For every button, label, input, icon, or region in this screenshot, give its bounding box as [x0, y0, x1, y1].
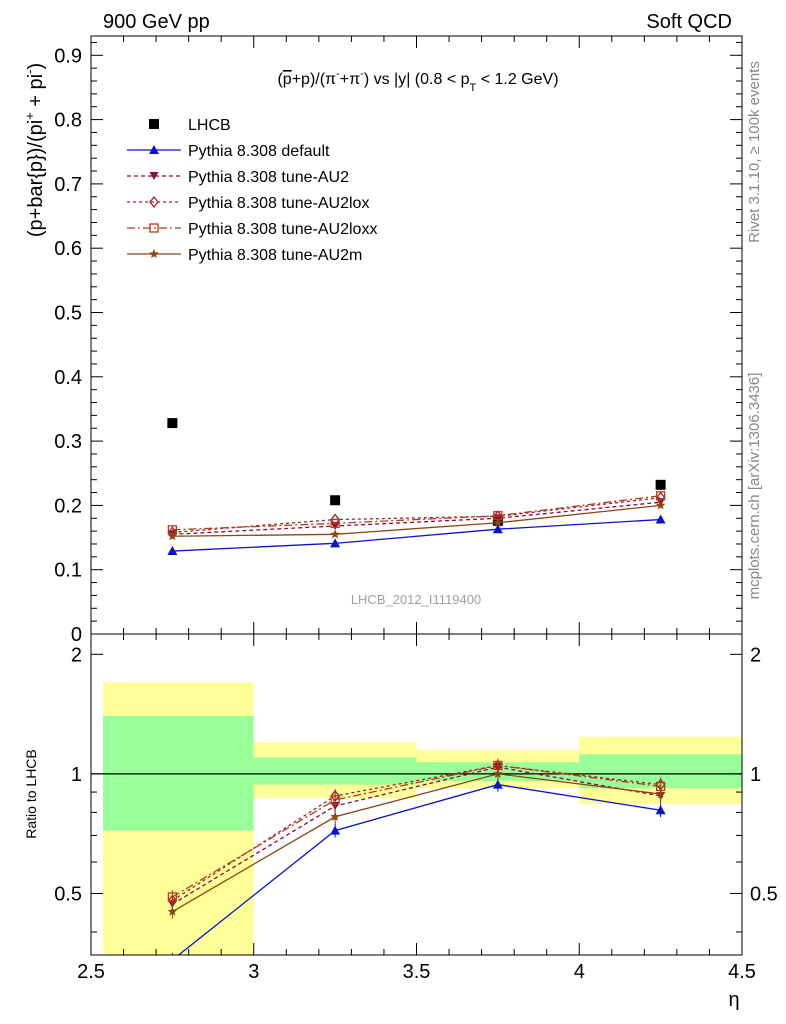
legend-label-data: LHCB	[188, 117, 231, 134]
point-default-3	[655, 514, 666, 524]
legend-entry-data: LHCB	[149, 117, 231, 134]
top-ylabel: (p+bar{p})/(pi+ + pi-)	[22, 63, 47, 237]
xtick-label: 4.5	[728, 961, 756, 983]
point-data-0	[167, 418, 178, 429]
green-band-bin-1	[253, 757, 417, 785]
xtick-label: 4	[574, 961, 585, 983]
point-data-3	[655, 479, 666, 490]
top-ytick-label: 0.4	[54, 367, 82, 389]
series-default	[167, 514, 666, 556]
ratio-uncertainty-bands	[91, 682, 742, 955]
xtick-label: 2.5	[77, 961, 105, 983]
ratio-ylabel: Ratio to LHCB	[23, 749, 39, 838]
ratio-series-layer	[167, 758, 666, 964]
legend: LHCB Pythia 8.308 default Pythia 8.308 tun…	[127, 117, 377, 264]
point-default-2	[492, 524, 503, 534]
point-data-1	[330, 495, 341, 506]
plot-title: (p+p)/(π-+π-) vs |y| (0.8 < pT < 1.2 GeV…	[277, 68, 558, 94]
top-ytick-label: 0.5	[54, 302, 82, 324]
ratio-line-default	[177, 783, 661, 955]
legend-label-au2: Pythia 8.308 tune-AU2	[188, 169, 349, 186]
ratio-point-au2m-2	[493, 768, 503, 778]
legend-marker-data	[149, 119, 159, 129]
ratio-ytick-label-left: 2	[71, 644, 82, 666]
ratio-point-au2m-1	[330, 811, 340, 821]
top-ytick-label: 0.1	[54, 560, 82, 582]
series-line-au2loxx	[172, 495, 661, 531]
ratio-point-default-3	[655, 805, 666, 815]
ratio-point-au2m-0	[167, 906, 178, 916]
ratio-point-default-2	[492, 779, 503, 789]
legend-marker-au2loxx	[149, 223, 159, 233]
series-data	[167, 418, 666, 526]
ratio-ytick-label-left: 1	[71, 764, 82, 786]
legend-label-default: Pythia 8.308 default	[188, 143, 330, 160]
point-au2loxx-3	[655, 491, 666, 501]
ratio-ytick-label-right: 2	[750, 644, 761, 666]
rivet-label: Rivet 3.1.10, ≥ 100k events	[746, 61, 763, 243]
ratio-series-group	[167, 758, 666, 964]
green-band-bin-0	[103, 715, 254, 831]
series-layer	[167, 418, 666, 556]
legend-marker-au2m	[149, 249, 159, 258]
point-au2m-1	[330, 529, 340, 539]
legend-entry-au2: Pythia 8.308 tune-AU2	[127, 169, 349, 186]
legend-entry-au2loxx: Pythia 8.308 tune-AU2loxx	[127, 221, 377, 238]
point-default-0	[167, 546, 178, 556]
legend-marker-default	[149, 145, 159, 154]
legend-marker-au2	[149, 172, 159, 180]
top-ytick-label: 0.9	[54, 45, 82, 67]
series-line-au2m	[172, 504, 661, 537]
top-ytick-label: 0.3	[54, 431, 82, 453]
legend-label-au2lox: Pythia 8.308 tune-AU2lox	[188, 195, 369, 212]
point-au2loxx-1	[330, 518, 340, 529]
top-ytick-label: 0.8	[54, 110, 82, 132]
legend-label-au2loxx: Pythia 8.308 tune-AU2loxx	[188, 221, 377, 238]
ratio-point-default-1	[330, 825, 341, 835]
legend-label-au2m: Pythia 8.308 tune-AU2m	[188, 247, 362, 264]
ratio-line-au2lox	[172, 764, 661, 902]
ratio-series-au2loxx	[167, 758, 666, 904]
legend-entry-au2lox: Pythia 8.308 tune-AU2lox	[127, 195, 369, 212]
top-ytick-label: 0.6	[54, 238, 82, 260]
ratio-point-au2loxx-1	[330, 795, 340, 805]
ratio-point-au2m-3	[655, 789, 666, 798]
header-right: Soft QCD	[646, 11, 732, 33]
ratio-series-default	[167, 777, 666, 964]
top-ytick-label: 0	[71, 624, 82, 646]
point-au2m-2	[493, 517, 503, 527]
xtick-label: 3	[248, 961, 259, 983]
ratio-ytick-label-left: 0.5	[54, 883, 82, 905]
xtick-label: 3.5	[403, 961, 431, 983]
ratio-ytick-label-right: 1	[750, 764, 761, 786]
series-line-au2	[172, 501, 661, 535]
legend-entry-au2m: Pythia 8.308 tune-AU2m	[127, 247, 362, 264]
series-line-au2lox	[172, 497, 661, 534]
top-ytick-label: 0.7	[54, 174, 82, 196]
header-left: 900 GeV pp	[103, 11, 210, 33]
legend-marker-au2lox	[149, 195, 159, 209]
analysis-watermark: LHCB_2012_I1119400	[351, 592, 481, 607]
ratio-series-au2m	[167, 766, 666, 919]
point-default-1	[330, 538, 341, 548]
ratio-line-au2loxx	[172, 764, 661, 898]
top-ytick-label: 0.2	[54, 495, 82, 517]
ratio-point-au2loxx-0	[167, 892, 178, 902]
ratio-line-au2	[172, 766, 661, 905]
point-au2m-0	[167, 531, 178, 541]
axes-layer: 2.5 3 3.5 4 4.5 0 0.1 0.2 0.3 0.4 0.5 0.6 0.7 0.8 0.9 0…	[54, 35, 778, 983]
series-au2m	[167, 500, 666, 541]
ratio-ytick-label-right: 0.5	[750, 883, 778, 905]
series-line-default	[172, 518, 661, 552]
mcplots-label: mcplots.cern.ch [arXiv:1306.3436]	[746, 373, 763, 600]
ratio-point-default-0	[167, 955, 177, 964]
ratio-line-au2m	[172, 773, 661, 913]
point-au2m-3	[655, 500, 666, 510]
xaxis-label: η	[728, 989, 739, 1011]
legend-entry-default: Pythia 8.308 default	[127, 143, 330, 160]
point-au2lox-1	[330, 513, 340, 526]
